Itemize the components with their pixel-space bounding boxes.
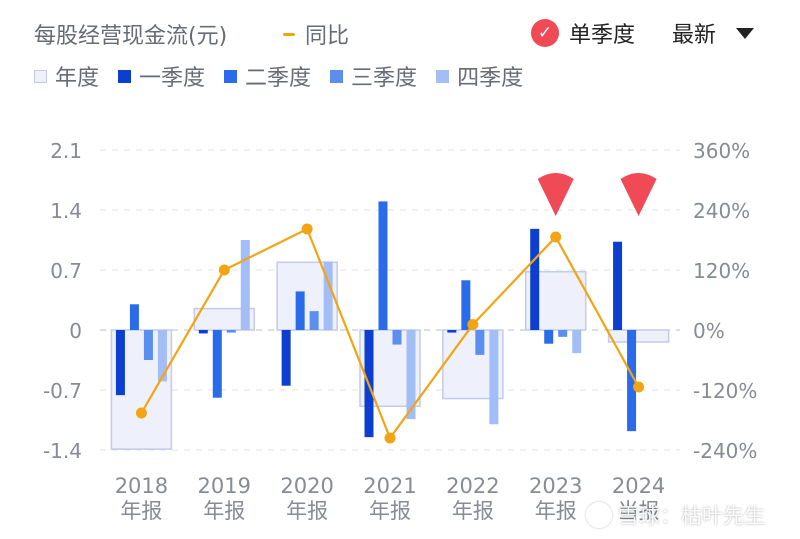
- legend-swatch: [224, 69, 238, 83]
- x-tick-label: 2021: [363, 474, 416, 498]
- x-tick-label: 当报: [618, 499, 660, 523]
- x-tick-label: 2019: [198, 474, 251, 498]
- x-tick-label: 年报: [120, 499, 162, 523]
- yoy-point: [135, 407, 147, 419]
- chart-header: 每股经营现金流(元) 同比 ✓ 单季度 最新: [0, 0, 800, 56]
- quarter-bar-q4: [489, 330, 499, 425]
- down-triangle-marker: [537, 173, 574, 216]
- y-right-tick-label: -120%: [693, 379, 757, 403]
- yoy-point: [633, 381, 645, 393]
- quarter-bar-q3: [475, 330, 485, 355]
- y-right-tick-label: 0%: [693, 319, 725, 343]
- quarter-bar-q3: [309, 311, 319, 330]
- quarter-bar-q2: [295, 291, 305, 330]
- yoy-point: [301, 223, 313, 235]
- single-quarter-toggle[interactable]: ✓ 单季度: [531, 17, 635, 49]
- legend-swatch: [436, 69, 450, 83]
- watermark-text: 雪球：枯叶先生: [618, 504, 765, 528]
- legend-item-3[interactable]: 三季度: [330, 60, 417, 92]
- quarter-bar-q4: [240, 240, 250, 330]
- yoy-point: [218, 264, 230, 276]
- x-tick-label: 2024: [612, 474, 665, 498]
- x-tick-label: 2023: [529, 474, 582, 498]
- caret-down-icon: [736, 27, 755, 39]
- quarter-bar-q4: [323, 261, 333, 330]
- marker-layer: [537, 173, 657, 216]
- quarter-bar-q1: [198, 330, 208, 334]
- y-right-tick-label: -240%: [693, 439, 757, 463]
- quarter-bar-q3: [558, 330, 568, 337]
- y-left-tick-label: -1.4: [43, 439, 82, 463]
- yoy-point: [384, 432, 396, 444]
- single-quarter-label: 单季度: [569, 23, 636, 48]
- annual-bar: [193, 307, 256, 331]
- quarter-bar-q4: [406, 330, 416, 420]
- x-tick-label: 2018: [115, 474, 168, 498]
- yoy-line-layer: [135, 223, 645, 444]
- quarter-bar-q2: [544, 330, 554, 344]
- yoy-point: [467, 319, 479, 330]
- quarter-bar-q2: [627, 330, 637, 432]
- legend-label: 三季度: [351, 66, 418, 91]
- yoy-line-swatch: [283, 32, 295, 36]
- check-icon: ✓: [531, 19, 559, 47]
- x-tick-label: 年报: [286, 499, 328, 523]
- quarter-bar-q1: [613, 241, 623, 330]
- legend-label: 四季度: [457, 66, 524, 91]
- legend-label: 一季度: [139, 66, 206, 91]
- x-tick-label: 2020: [280, 474, 333, 498]
- legend-label: 二季度: [245, 66, 312, 91]
- y-left-tick-label: 0.7: [50, 259, 82, 283]
- legend-item-yoy[interactable]: 同比: [283, 18, 349, 50]
- y-right-tick-label: 240%: [693, 199, 750, 223]
- y-left-tick-label: 0: [69, 319, 82, 343]
- legend-swatch: [330, 69, 344, 83]
- period-dropdown[interactable]: 最新: [672, 17, 755, 49]
- legend-label: 年度: [55, 66, 100, 91]
- x-tick-label: 年报: [369, 499, 411, 523]
- quarter-bar-q1: [115, 330, 125, 396]
- chart-legend: 年度 一季度 二季度 三季度 四季度: [34, 60, 542, 92]
- quarter-bar-q2: [461, 280, 471, 330]
- yoy-legend-label: 同比: [305, 24, 350, 49]
- legend-item-1[interactable]: 一季度: [118, 60, 205, 92]
- yoy-point: [550, 231, 562, 243]
- quarter-bar-q2: [129, 304, 139, 330]
- watermark: 雪球：枯叶先生: [586, 500, 765, 530]
- legend-swatch: [118, 69, 132, 83]
- x-tick-label: 年报: [535, 499, 577, 523]
- x-tick-label: 2022: [446, 474, 499, 498]
- down-triangle-marker: [620, 173, 657, 216]
- quarter-bar-q3: [226, 330, 236, 333]
- y-left-tick-label: 2.1: [50, 139, 82, 163]
- legend-item-2[interactable]: 二季度: [224, 60, 311, 92]
- quarter-bar-q4: [572, 330, 582, 354]
- y-right-tick-label: 360%: [693, 139, 750, 163]
- y-right-tick-label: 120%: [693, 259, 750, 283]
- y-left-tick-label: -0.7: [43, 379, 82, 403]
- chart-title: 每股经营现金流(元): [34, 24, 228, 49]
- annual-bar: [607, 329, 670, 343]
- quarter-bar-q3: [392, 330, 402, 345]
- quarter-bar-q3: [143, 330, 153, 360]
- quarter-bar-q1: [281, 330, 291, 386]
- quarter-bar-q2: [212, 330, 222, 398]
- axis-labels-layer: 2.1 1.4 0.7 0 -0.7 -1.4 360% 240% 120% 0% -120% -24…: [43, 139, 757, 523]
- snowball-logo-icon: [586, 502, 612, 528]
- legend-item-0[interactable]: 年度: [34, 60, 99, 92]
- quarter-bar-q4: [157, 330, 167, 382]
- quarter-bar-q2: [378, 201, 388, 330]
- legend-item-4[interactable]: 四季度: [436, 60, 523, 92]
- y-left-tick-label: 1.4: [50, 199, 82, 223]
- legend-swatch: [34, 69, 47, 83]
- x-tick-label: 年报: [452, 499, 494, 523]
- period-dropdown-label: 最新: [672, 23, 717, 48]
- x-tick-label: 年报: [203, 499, 245, 523]
- quarter-bar-q1: [530, 228, 540, 330]
- quarter-bar-q1: [447, 330, 457, 333]
